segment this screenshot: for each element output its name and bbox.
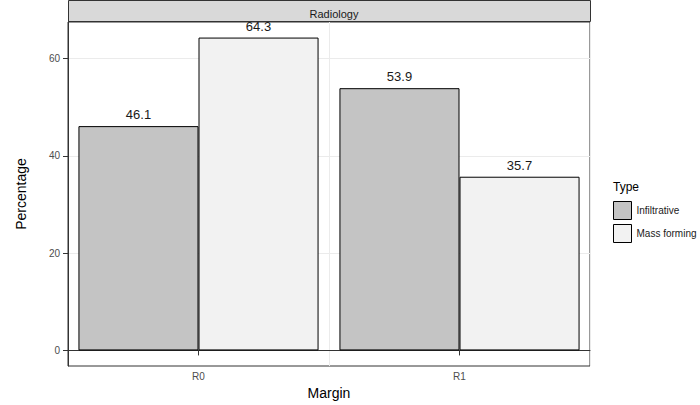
svg-text:20: 20 bbox=[49, 248, 61, 259]
svg-text:60: 60 bbox=[49, 53, 61, 64]
svg-text:53.9: 53.9 bbox=[387, 69, 412, 84]
svg-text:Type: Type bbox=[613, 180, 639, 194]
svg-text:R0: R0 bbox=[192, 371, 205, 382]
svg-text:R1: R1 bbox=[453, 371, 466, 382]
svg-text:64.3: 64.3 bbox=[246, 19, 271, 34]
svg-text:40: 40 bbox=[49, 150, 61, 161]
svg-text:46.1: 46.1 bbox=[126, 107, 151, 122]
svg-text:35.7: 35.7 bbox=[507, 158, 532, 173]
svg-text:0: 0 bbox=[54, 345, 60, 356]
svg-text:Percentage: Percentage bbox=[13, 158, 29, 230]
svg-text:Infiltrative: Infiltrative bbox=[637, 205, 680, 216]
svg-text:Margin: Margin bbox=[308, 385, 351, 401]
svg-text:Mass forming: Mass forming bbox=[637, 228, 697, 239]
svg-text:Radiology: Radiology bbox=[310, 8, 359, 20]
